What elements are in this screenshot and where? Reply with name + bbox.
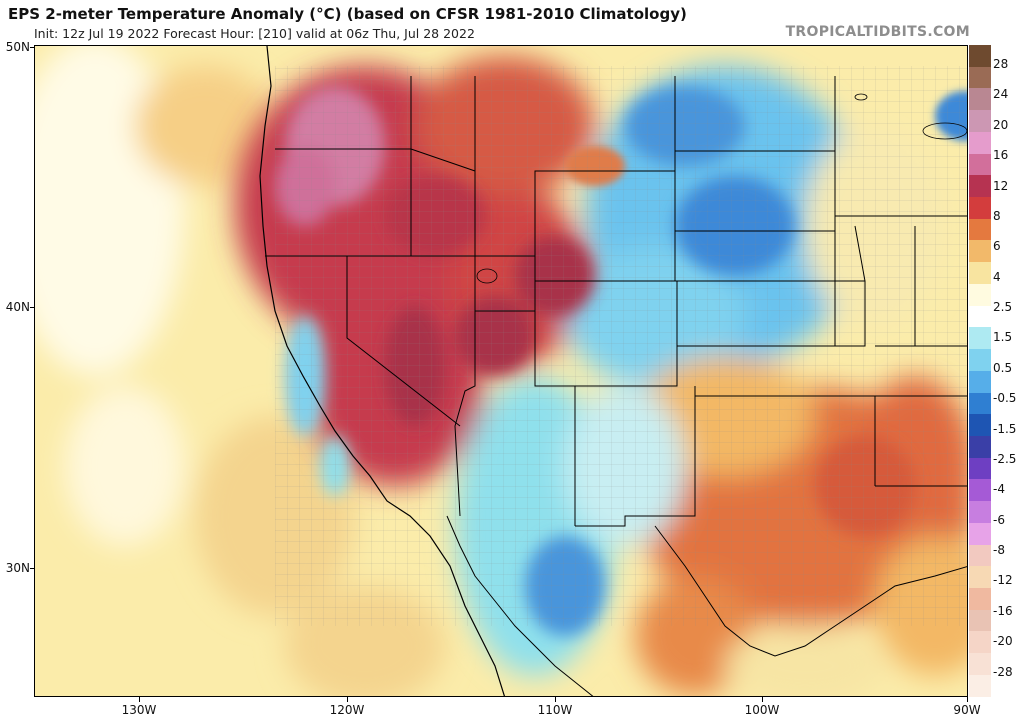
colorbar-label: 8 xyxy=(993,208,1001,223)
colorbar-swatch xyxy=(969,674,991,697)
colorbar-swatch xyxy=(969,414,991,436)
colorbar-label: 12 xyxy=(993,178,1009,193)
anomaly-map xyxy=(34,45,968,697)
colorbar-swatch xyxy=(969,66,991,89)
lat-label-30n: 30N xyxy=(5,561,30,575)
brand-watermark: TROPICALTIDBITS.COM xyxy=(785,24,970,40)
lat-tick-30n xyxy=(30,568,34,569)
colorbar-swatch xyxy=(969,566,991,588)
lat-label-40n: 40N xyxy=(5,300,30,314)
gulf-coastline xyxy=(654,525,967,657)
colorbar-swatch xyxy=(969,218,991,241)
colorbar-label: 2.5 xyxy=(993,300,1013,315)
lon-label-90w: 90W xyxy=(953,703,981,717)
colorbar-swatch xyxy=(969,45,991,67)
colorbar-swatch xyxy=(969,435,991,458)
colorbar-swatch xyxy=(969,392,991,415)
colorbar-swatch xyxy=(969,479,991,502)
colorbar-swatch xyxy=(969,131,991,154)
forecast-subtitle: Init: 12z Jul 19 2022 Forecast Hour: [21… xyxy=(34,26,475,41)
lon-label-100w: 100W xyxy=(744,703,780,717)
colorbar-label: -12 xyxy=(993,573,1013,588)
colorbar-label: -8 xyxy=(993,543,1005,558)
lat-label-50n: 50N xyxy=(5,40,30,54)
colorbar-swatch xyxy=(969,283,991,306)
colorbar-label: -0.5 xyxy=(993,391,1017,406)
colorbar-swatch xyxy=(969,587,991,610)
state-boundaries xyxy=(265,76,967,527)
lon-tick-120w xyxy=(347,697,348,702)
colorbar-label: -2.5 xyxy=(993,451,1017,466)
lon-tick-90w xyxy=(967,697,968,702)
colorbar-label: -28 xyxy=(993,664,1013,679)
west-coastline xyxy=(259,46,506,696)
colorbar-label: 24 xyxy=(993,87,1009,102)
lon-label-120w: 120W xyxy=(329,703,365,717)
colorbar-swatch xyxy=(969,110,991,132)
colorbar-swatch xyxy=(969,457,991,480)
colorbar-label: 0.5 xyxy=(993,360,1013,375)
colorbar-label: 28 xyxy=(993,57,1009,71)
colorbar-label: -16 xyxy=(993,603,1013,618)
colorbar-label: -1.5 xyxy=(993,421,1017,436)
map-title: EPS 2-meter Temperature Anomaly (°C) (ba… xyxy=(8,5,687,23)
colorbar-label: 20 xyxy=(993,117,1009,132)
lon-label-110w: 110W xyxy=(537,703,573,717)
colorbar xyxy=(969,45,991,697)
lon-tick-110w xyxy=(555,697,556,702)
mexico-coastline xyxy=(446,515,594,696)
colorbar-swatch xyxy=(969,153,991,176)
lat-tick-50n xyxy=(30,47,34,48)
colorbar-swatch xyxy=(969,175,991,198)
colorbar-swatch xyxy=(969,305,991,328)
colorbar-swatch xyxy=(969,370,991,393)
lon-tick-100w xyxy=(762,697,763,702)
lat-tick-40n xyxy=(30,307,34,308)
lon-tick-130w xyxy=(139,697,140,702)
colorbar-swatch xyxy=(969,609,991,632)
lon-label-130w: 130W xyxy=(121,703,157,717)
colorbar-label: -6 xyxy=(993,512,1005,527)
colorbar-label: 4 xyxy=(993,269,1001,284)
colorbar-swatch xyxy=(969,653,991,675)
anomaly-map-canvas xyxy=(35,46,967,696)
colorbar-swatch xyxy=(969,327,991,350)
colorbar-label: -20 xyxy=(993,634,1013,649)
colorbar-swatch xyxy=(969,262,991,284)
colorbar-swatch xyxy=(969,631,991,654)
colorbar-swatch xyxy=(969,501,991,523)
colorbar-swatch xyxy=(969,197,991,219)
colorbar-swatch xyxy=(969,522,991,545)
colorbar-swatch xyxy=(969,240,991,263)
colorbar-label: 16 xyxy=(993,148,1009,163)
colorbar-swatch xyxy=(969,544,991,567)
colorbar-swatch xyxy=(969,88,991,111)
colorbar-label: 1.5 xyxy=(993,330,1013,345)
colorbar-swatch xyxy=(969,349,991,371)
colorbar-label: -4 xyxy=(993,482,1005,497)
colorbar-label: 6 xyxy=(993,239,1001,254)
lake-outlines xyxy=(476,93,967,284)
